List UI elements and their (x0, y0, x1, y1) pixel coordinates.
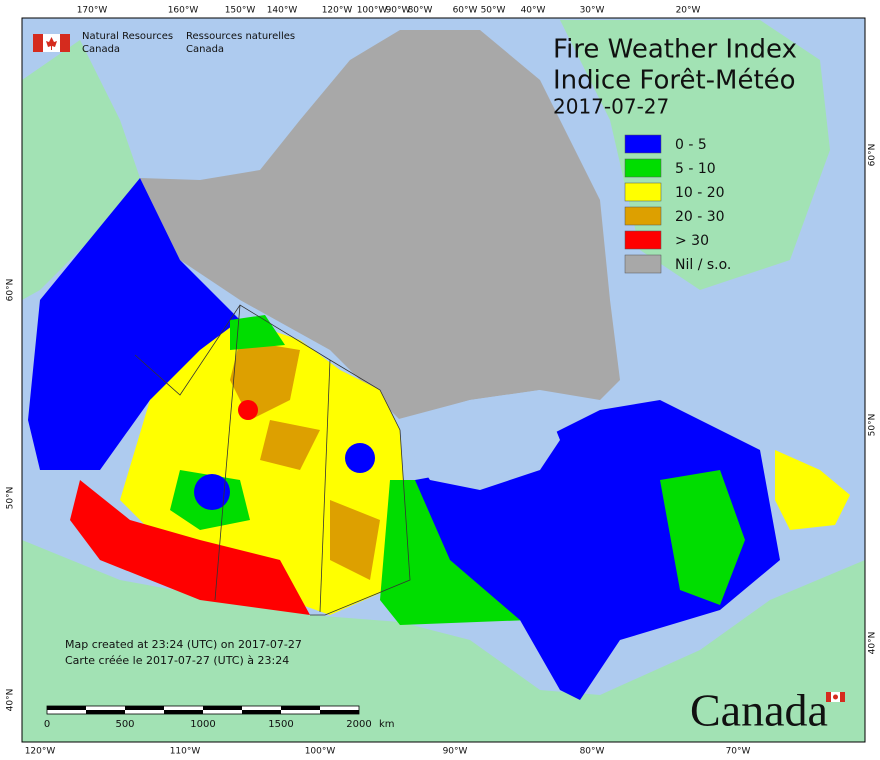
lat-label: 40°N (6, 689, 16, 712)
maple-leaf (46, 37, 57, 50)
lon-label: 160°W (168, 6, 199, 16)
legend-swatch (624, 182, 662, 202)
note: Map created at 23:24 (UTC) on 2017-07-27 (65, 638, 302, 651)
lon-label: 70°W (726, 747, 751, 757)
scale-label: 2000 (346, 719, 371, 730)
scale-label: 1000 (190, 719, 215, 730)
map-area (21, 17, 866, 743)
scale-label: 1500 (268, 719, 293, 730)
lon-label: 30°W (580, 6, 605, 16)
lon-label: 80°W (580, 747, 605, 757)
lon-label: 90°W (386, 6, 411, 16)
lon-label: 40°W (521, 6, 546, 16)
green-patch (230, 315, 285, 350)
date: 2017-07-27 (553, 95, 669, 119)
lon-label: 90°W (443, 747, 468, 757)
lon-label: 60°W (453, 6, 478, 16)
legend-label: 20 - 30 (675, 209, 725, 225)
agency-en: Canada (82, 44, 120, 55)
usa (22, 540, 865, 742)
agency-logo: Natural Resources Canada Ressources natu… (33, 31, 295, 55)
scale-segment (320, 710, 359, 714)
lat-label: 60°N (868, 144, 878, 167)
note: Carte créée le 2017-07-27 (UTC) à 23:24 (65, 654, 289, 667)
lat-label: 60°N (6, 279, 16, 302)
legend-label: Nil / s.o. (675, 257, 731, 273)
lat-label: 50°N (868, 414, 878, 437)
legend-swatch (624, 158, 662, 178)
borders (134, 304, 411, 616)
scale-segment (86, 710, 125, 714)
lon-label: 50°W (481, 6, 506, 16)
hudson-bay (395, 390, 560, 490)
north-nil (140, 30, 620, 420)
agency-en: Natural Resources (82, 31, 173, 42)
lon-label: 110°W (170, 747, 201, 757)
orange-patch (260, 420, 320, 470)
title-fr: Indice Forêt-Météo (553, 66, 796, 96)
legend-swatch (624, 254, 662, 274)
lon-label: 170°W (77, 6, 108, 16)
maritime-yellow (775, 450, 850, 530)
legend-label: 10 - 20 (675, 185, 725, 201)
south-red (70, 480, 310, 615)
blue-patch (345, 443, 375, 473)
lat-label: 40°N (868, 632, 878, 655)
flag-bar (840, 692, 845, 702)
lon-label: 120°W (25, 747, 56, 757)
scale-segment (203, 706, 242, 710)
legend-label: > 30 (675, 233, 709, 249)
lon-label: 150°W (225, 6, 256, 16)
legend-label: 5 - 10 (675, 161, 716, 177)
legend-swatch (624, 230, 662, 250)
greenland (560, 20, 830, 290)
scale-label: 0 (44, 719, 50, 730)
title: Fire Weather Index (553, 35, 797, 65)
blue-patch (194, 474, 230, 510)
alaska (22, 40, 140, 300)
lon-label: 100°W (357, 6, 388, 16)
borders (214, 304, 241, 601)
scale-unit: km (379, 719, 395, 730)
lon-label: 140°W (267, 6, 298, 16)
maple-leaf (833, 694, 838, 700)
lon-label: 80°W (408, 6, 433, 16)
map-frame (21, 17, 866, 743)
east-green (660, 470, 745, 605)
orange-patch (230, 340, 300, 420)
flag-bar (826, 692, 831, 702)
lon-label: 100°W (305, 747, 336, 757)
flag-bar (60, 34, 70, 52)
agency-fr: Ressources naturelles (186, 31, 295, 42)
scale-segment (47, 706, 86, 710)
west-blue (28, 178, 240, 470)
lon-label: 120°W (322, 6, 353, 16)
scale-segment (164, 710, 203, 714)
orange-patch (330, 500, 380, 580)
scale-segment (242, 710, 281, 714)
legend-label: 0 - 5 (675, 137, 707, 153)
borders (319, 359, 331, 613)
agency-fr: Canada (186, 44, 224, 55)
lat-label: 50°N (6, 487, 16, 510)
wordmark: Canada (690, 685, 828, 736)
wordmark-flag (826, 692, 845, 702)
legend-swatch (624, 206, 662, 226)
scale-label: 500 (115, 719, 134, 730)
scale-segment (125, 706, 164, 710)
red-patch (238, 400, 258, 420)
flag-bar (33, 34, 43, 52)
lon-label: 20°W (676, 6, 701, 16)
scale-segment (281, 706, 320, 710)
legend-swatch (624, 134, 662, 154)
